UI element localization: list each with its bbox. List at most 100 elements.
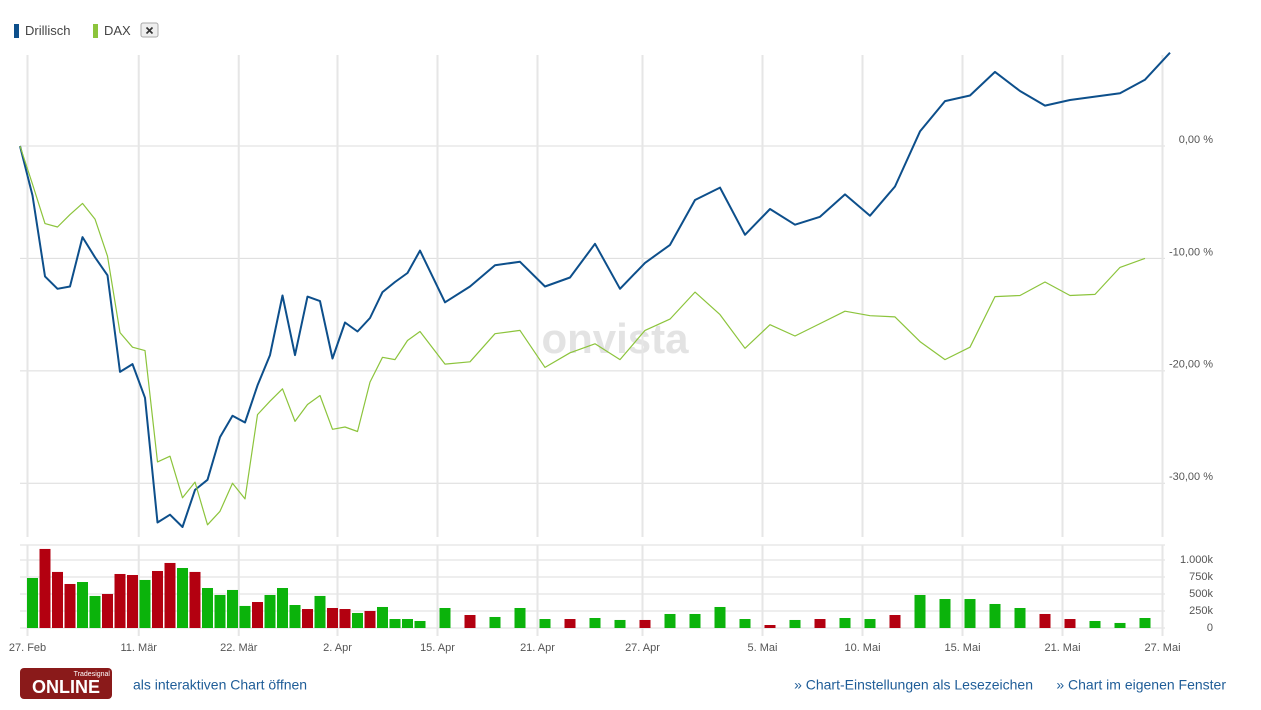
logo-text: ONLINE (32, 677, 100, 697)
volume-bar (564, 619, 576, 628)
x-tick-label: 15. Apr (420, 642, 455, 654)
link[interactable]: als interaktiven Chart öffnen (133, 677, 307, 693)
legend-label: DAX (104, 23, 131, 38)
logo[interactable]: Tradesignal ONLINE (20, 668, 112, 699)
volume-bar (64, 583, 76, 628)
volume-bar (127, 575, 138, 628)
volume-bar (989, 603, 1001, 628)
volume-bar (177, 567, 188, 628)
y-tick-label: 250k (1189, 605, 1213, 617)
x-tick-label: 5. Mai (748, 642, 778, 654)
x-tick-label: 15. Mai (944, 642, 980, 654)
logo-box (20, 668, 112, 699)
volume-bar (27, 577, 38, 628)
volume-bar (1064, 619, 1076, 628)
y-tick-label: 500k (1189, 588, 1213, 600)
volume-bar (352, 612, 363, 628)
volume-bar (227, 589, 238, 628)
volume-bar (289, 605, 301, 628)
volume-bar (589, 617, 601, 628)
volume-bar (402, 619, 413, 628)
link[interactable]: » Chart im eigenen Fenster (1056, 677, 1226, 693)
volume-bar (314, 595, 326, 628)
volume-bar (1114, 622, 1126, 628)
volume-bar (152, 570, 163, 628)
volume-bar (377, 606, 388, 628)
volume-bar (514, 607, 526, 628)
volume-bar (39, 548, 51, 628)
y-tick-label: -20,00 % (1169, 359, 1213, 371)
volume-bar (89, 595, 101, 628)
volume-bar (739, 619, 751, 628)
series-line (19, 52, 1171, 528)
volume-bar (889, 615, 901, 628)
y-tick-label: 750k (1189, 571, 1213, 583)
x-tick-label: 27. Mai (1144, 642, 1180, 654)
logo-brand: Tradesignal (74, 671, 111, 678)
volume-bar (1139, 617, 1151, 628)
volume-bar (139, 579, 151, 628)
volume-bar (252, 602, 263, 628)
volume-bar (864, 619, 876, 628)
legend-swatch (93, 24, 98, 38)
x-tick-label: 27. Feb (9, 642, 46, 654)
watermark: onvista (541, 315, 689, 362)
volume-bar (164, 562, 176, 628)
y-tick-label: -30,00 % (1169, 471, 1213, 483)
volume-bar (389, 619, 401, 628)
volume-bar (614, 619, 626, 628)
volume-bar (1089, 620, 1101, 628)
volume-bar (239, 605, 251, 628)
volume-bar (814, 619, 826, 628)
x-tick-label: 21. Mai (1044, 642, 1080, 654)
close-button[interactable] (140, 22, 159, 38)
volume-bar (1014, 607, 1026, 628)
volume-bar (639, 619, 651, 628)
close-icon (145, 26, 154, 35)
volume-bar (914, 595, 926, 628)
volume-bar (52, 571, 63, 628)
volume-bar (189, 571, 201, 628)
volume-bar (202, 587, 213, 628)
volume-bar (839, 617, 851, 628)
volume-bar (414, 620, 426, 628)
volume-bar (764, 625, 776, 628)
volume-bar (664, 613, 676, 628)
volume-bar (789, 619, 801, 628)
volume-bar (939, 599, 951, 628)
volume-bar (339, 609, 351, 628)
volume-bar (364, 610, 376, 628)
legend-swatch (14, 24, 19, 38)
link[interactable]: » Chart-Einstellungen als Lesezeichen (794, 677, 1033, 693)
x-tick-label: 27. Apr (625, 642, 660, 654)
volume-bar (1039, 613, 1051, 628)
volume-bar (102, 593, 113, 628)
legend: Drillisch DAX (14, 23, 131, 38)
y-tick-label: 1.000k (1180, 554, 1214, 566)
series-line (19, 145, 1146, 526)
x-tick-label: 10. Mai (844, 642, 880, 654)
x-tick-label: 22. Mär (220, 642, 258, 654)
volume-bar (964, 599, 976, 628)
volume-bar (714, 606, 726, 628)
x-tick-label: 2. Apr (323, 642, 352, 654)
volume-bar (689, 613, 701, 628)
volume-bar (264, 595, 276, 628)
legend-label: Drillisch (25, 23, 71, 38)
volume-bar (464, 615, 476, 628)
y-tick-label: -10,00 % (1169, 246, 1213, 258)
x-tick-label: 21. Apr (520, 642, 555, 654)
volume-bar (439, 607, 451, 628)
volume-bar (489, 616, 501, 628)
volume-bar (327, 607, 338, 628)
volume-bar (114, 573, 126, 628)
volume-bar (77, 582, 88, 628)
y-tick-label: 0,00 % (1179, 134, 1213, 146)
volume-bar (539, 619, 551, 628)
y-tick-label: 0 (1207, 622, 1213, 634)
volume-bar (277, 587, 288, 628)
volume-bar (302, 609, 313, 628)
x-tick-label: 11. Mär (121, 642, 158, 654)
